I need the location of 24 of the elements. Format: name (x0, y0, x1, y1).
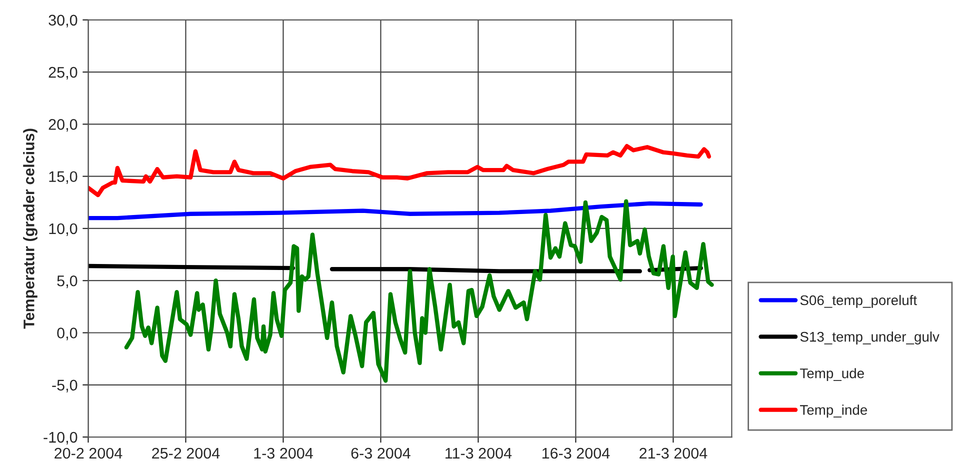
legend-label: S06_temp_poreluft (800, 294, 917, 308)
y-tick-label: 5,0 (57, 275, 78, 288)
legend-label: S13_temp_under_gulv (800, 332, 940, 344)
x-tick-label: 1-3 2004 (254, 448, 313, 459)
y-tick-label: -10,0 (44, 432, 78, 445)
x-tick-label: 21-3 2004 (640, 448, 708, 459)
y-tick-label: 25,0 (48, 66, 78, 80)
x-tick-label: 16-3 2004 (542, 448, 610, 459)
x-tick-label: 6-3 2004 (351, 448, 410, 459)
y-tick-label: 15,0 (49, 171, 78, 184)
y-tick-label: 20,0 (48, 119, 78, 132)
line-series (124, 199, 714, 383)
y-tick-label: 30,0 (48, 14, 78, 28)
y-axis-title: Temperatur (grader celcius) (23, 128, 38, 329)
x-tick-label: 11-3 2004 (446, 448, 512, 459)
legend-label: Temp_ude (800, 368, 864, 382)
y-tick-label: -5,0 (52, 380, 78, 392)
y-tick-label: 10,0 (49, 223, 78, 236)
y-tick-label: 0,0 (57, 328, 78, 340)
x-tick-label: 25-2 2004 (152, 448, 220, 459)
line-series (88, 144, 712, 198)
legend-label: Temp_inde (800, 404, 868, 418)
line-series (88, 201, 703, 220)
x-tick-label: 20-2 2004 (54, 448, 122, 459)
